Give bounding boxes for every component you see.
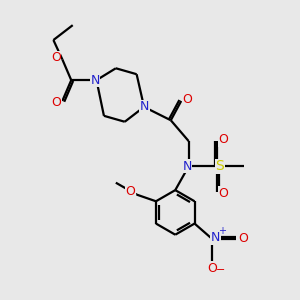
Text: S: S bbox=[215, 159, 224, 173]
Text: O: O bbox=[218, 187, 228, 200]
Text: −: − bbox=[216, 266, 225, 275]
Text: N: N bbox=[140, 100, 149, 113]
Text: N: N bbox=[90, 74, 100, 87]
Text: +: + bbox=[218, 226, 226, 236]
Text: O: O bbox=[51, 96, 61, 109]
Text: O: O bbox=[126, 185, 136, 198]
Text: O: O bbox=[238, 232, 248, 245]
Text: O: O bbox=[51, 51, 61, 64]
Text: O: O bbox=[218, 133, 228, 146]
Text: N: N bbox=[182, 160, 192, 173]
Text: O: O bbox=[208, 262, 218, 275]
Text: N: N bbox=[211, 231, 220, 244]
Text: O: O bbox=[182, 93, 192, 106]
